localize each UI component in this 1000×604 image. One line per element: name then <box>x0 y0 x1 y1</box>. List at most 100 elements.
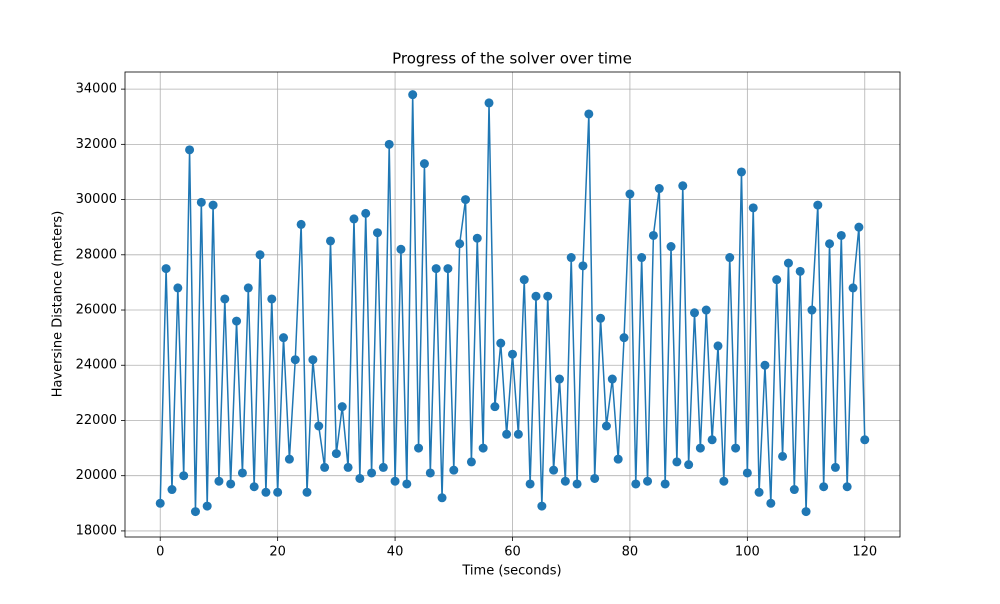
point <box>660 479 670 489</box>
point <box>813 200 823 210</box>
point <box>449 465 459 475</box>
y-axis-label: Haversine Distance (meters) <box>51 211 66 398</box>
point <box>695 443 705 453</box>
point <box>320 462 330 472</box>
y-tick-label: 24000 <box>76 358 117 373</box>
point <box>384 139 394 149</box>
point <box>795 266 805 276</box>
point <box>343 462 353 472</box>
point <box>643 476 653 486</box>
point <box>754 487 764 497</box>
point <box>731 443 741 453</box>
point <box>684 460 694 470</box>
point <box>666 242 676 252</box>
point <box>208 200 218 210</box>
point <box>490 402 500 412</box>
point <box>202 501 212 511</box>
point <box>414 443 424 453</box>
point <box>613 454 623 464</box>
y-tick-label: 30000 <box>76 192 117 207</box>
point <box>478 443 488 453</box>
point <box>748 203 758 213</box>
point <box>255 250 265 260</box>
point <box>267 294 277 304</box>
point <box>155 498 165 508</box>
point <box>631 479 641 489</box>
point <box>443 264 453 274</box>
x-tick-label: 20 <box>269 545 286 560</box>
point <box>419 159 429 169</box>
point <box>801 507 811 517</box>
point <box>196 197 206 207</box>
point <box>243 283 253 293</box>
point <box>554 374 564 384</box>
point <box>584 109 594 119</box>
point <box>402 479 412 489</box>
point <box>496 338 506 348</box>
point <box>273 487 283 497</box>
point <box>302 487 312 497</box>
point <box>713 341 723 351</box>
point <box>736 167 746 177</box>
point <box>678 181 688 191</box>
point <box>367 468 377 478</box>
point <box>707 435 717 445</box>
point <box>825 239 835 249</box>
y-tick-label: 34000 <box>76 82 117 97</box>
point <box>349 214 359 224</box>
point <box>519 275 529 285</box>
y-tick-label: 32000 <box>76 137 117 152</box>
point <box>390 476 400 486</box>
y-tick-label: 20000 <box>76 468 117 483</box>
point <box>836 230 846 240</box>
point <box>760 360 770 370</box>
point <box>331 449 341 459</box>
point <box>290 355 300 365</box>
point <box>525 479 535 489</box>
point <box>308 355 318 365</box>
point <box>190 507 200 517</box>
point <box>596 313 606 323</box>
point <box>396 244 406 254</box>
point <box>284 454 294 464</box>
x-tick-label: 60 <box>504 545 521 560</box>
y-tick-label: 26000 <box>76 303 117 318</box>
point <box>572 479 582 489</box>
point <box>167 485 177 495</box>
point <box>249 482 259 492</box>
point <box>461 195 471 205</box>
point <box>672 457 682 467</box>
point <box>590 473 600 483</box>
point <box>431 264 441 274</box>
point <box>725 253 735 263</box>
point <box>807 305 817 315</box>
point <box>372 228 382 238</box>
point <box>637 253 647 263</box>
point <box>325 236 335 246</box>
y-tick-label: 18000 <box>76 523 117 538</box>
x-tick-label: 100 <box>735 545 760 560</box>
point <box>437 493 447 503</box>
point <box>161 264 171 274</box>
point <box>232 316 242 326</box>
point <box>560 476 570 486</box>
x-tick-label: 0 <box>156 545 164 560</box>
point <box>408 90 418 100</box>
point <box>766 498 776 508</box>
point <box>502 429 512 439</box>
point <box>778 451 788 461</box>
point <box>860 435 870 445</box>
point <box>279 333 289 343</box>
point <box>772 275 782 285</box>
point <box>601 421 611 431</box>
point <box>484 98 494 108</box>
point <box>179 471 189 481</box>
point <box>607 374 617 384</box>
y-tick-label: 22000 <box>76 413 117 428</box>
point <box>690 308 700 318</box>
point <box>543 291 553 301</box>
point <box>425 468 435 478</box>
point <box>173 283 183 293</box>
